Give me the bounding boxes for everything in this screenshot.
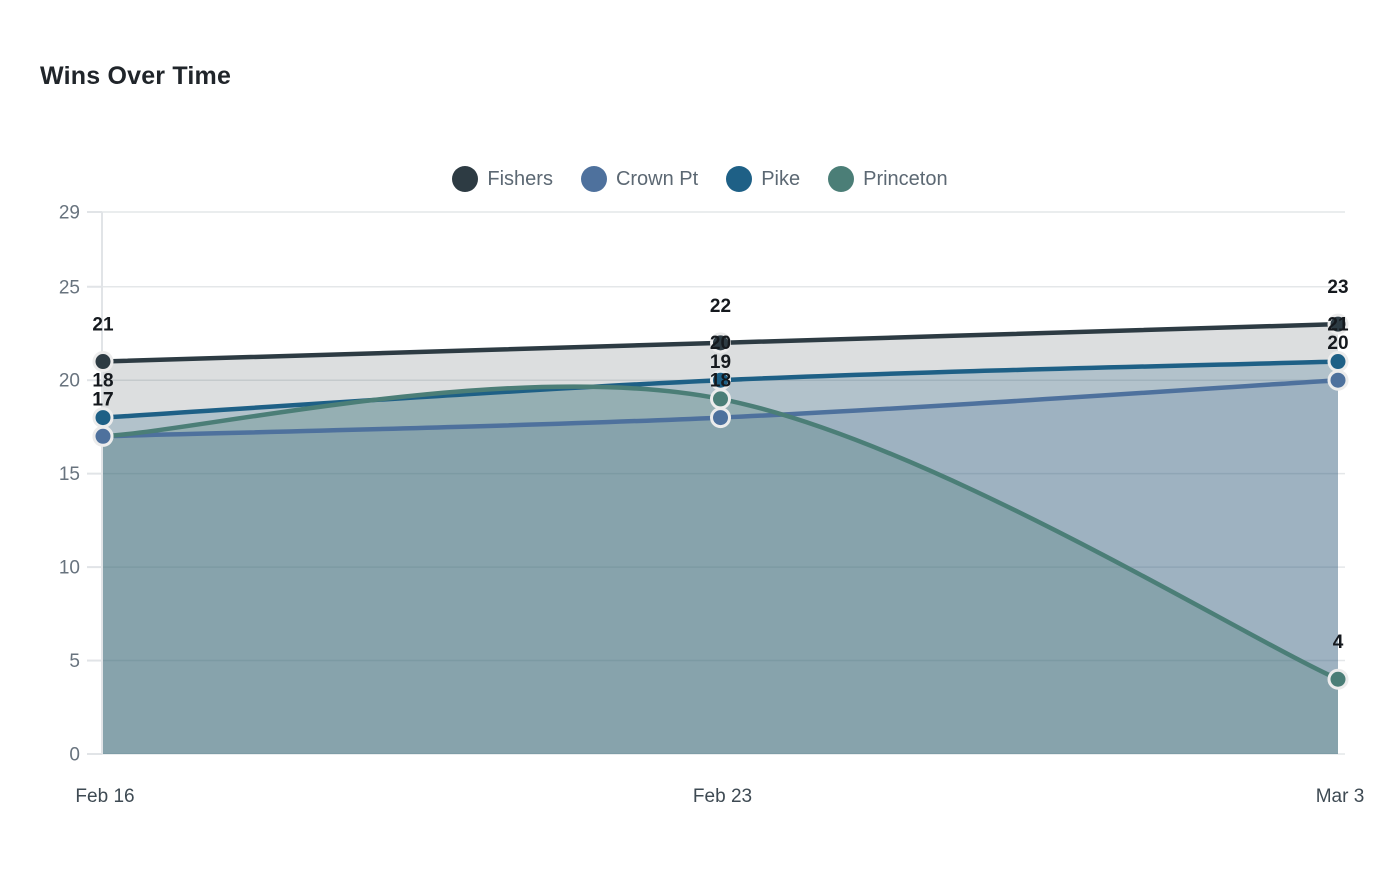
legend-label-crown-pt: Crown Pt [615, 167, 699, 190]
y-tick-label-25: 25 [59, 277, 80, 298]
legend-swatch-fishers [452, 166, 479, 192]
value-label-crown-pt-0: 17 [92, 389, 113, 410]
value-label-pike-2: 21 [1327, 315, 1349, 336]
x-axis-label-0: Feb 16 [75, 786, 134, 807]
point-fishers-1 [710, 332, 731, 354]
legend-item-pike[interactable]: Pike [726, 166, 800, 192]
x-axis-label-1: Feb 23 [693, 786, 752, 807]
legend-item-crown-pt[interactable]: Crown Pt [580, 166, 699, 192]
area-fishers [103, 324, 1338, 754]
point-crown-pt-0 [92, 425, 114, 447]
legend-label-pike: Pike [761, 167, 801, 190]
value-label-fishers-2: 23 [1327, 277, 1348, 298]
x-axis-label-2: Mar 3 [1316, 786, 1365, 807]
legend-label-fishers: Fishers [487, 167, 553, 190]
value-label-fishers-0: 21 [92, 315, 114, 336]
legend-swatch-pike [726, 166, 753, 192]
value-label-pike-1: 20 [710, 333, 731, 354]
value-label-crown-pt-2: 20 [1327, 333, 1348, 354]
y-tick-label-20: 20 [59, 371, 80, 392]
value-label-princeton-0: 17 [92, 389, 113, 410]
value-label-princeton-1: 19 [710, 352, 731, 373]
value-label-crown-pt-1: 18 [710, 371, 731, 392]
value-label-fishers-1: 22 [710, 296, 731, 317]
chart-legend: Fishers Crown Pt Pike Princeton [0, 166, 1400, 192]
legend-swatch-princeton [828, 166, 855, 192]
legend-label-princeton: Princeton [863, 167, 948, 190]
y-tick-label-0: 0 [69, 745, 80, 766]
y-tick-label-29: 29 [59, 203, 80, 224]
legend-item-princeton[interactable]: Princeton [828, 166, 948, 192]
point-princeton-2 [1327, 668, 1349, 690]
value-label-pike-0: 18 [92, 371, 113, 392]
legend-item-fishers[interactable]: Fishers [452, 166, 553, 192]
y-tick-label-15: 15 [59, 464, 80, 485]
y-tick-label-10: 10 [59, 558, 80, 579]
chart-title: Wins Over Time [40, 62, 232, 90]
point-pike-2 [1327, 351, 1349, 373]
point-pike-0 [92, 407, 114, 429]
y-tick-label-5: 5 [69, 651, 80, 672]
area-crown-pt [103, 380, 1338, 754]
point-fishers-0 [92, 351, 114, 373]
value-label-princeton-2: 4 [1333, 632, 1344, 653]
point-fishers-2 [1327, 313, 1349, 335]
area-pike [103, 361, 1338, 754]
point-crown-pt-1 [710, 407, 731, 429]
point-crown-pt-2 [1327, 369, 1349, 391]
legend-swatch-crown-pt [580, 166, 607, 192]
area-princeton [103, 386, 1338, 754]
point-princeton-1 [710, 388, 731, 410]
